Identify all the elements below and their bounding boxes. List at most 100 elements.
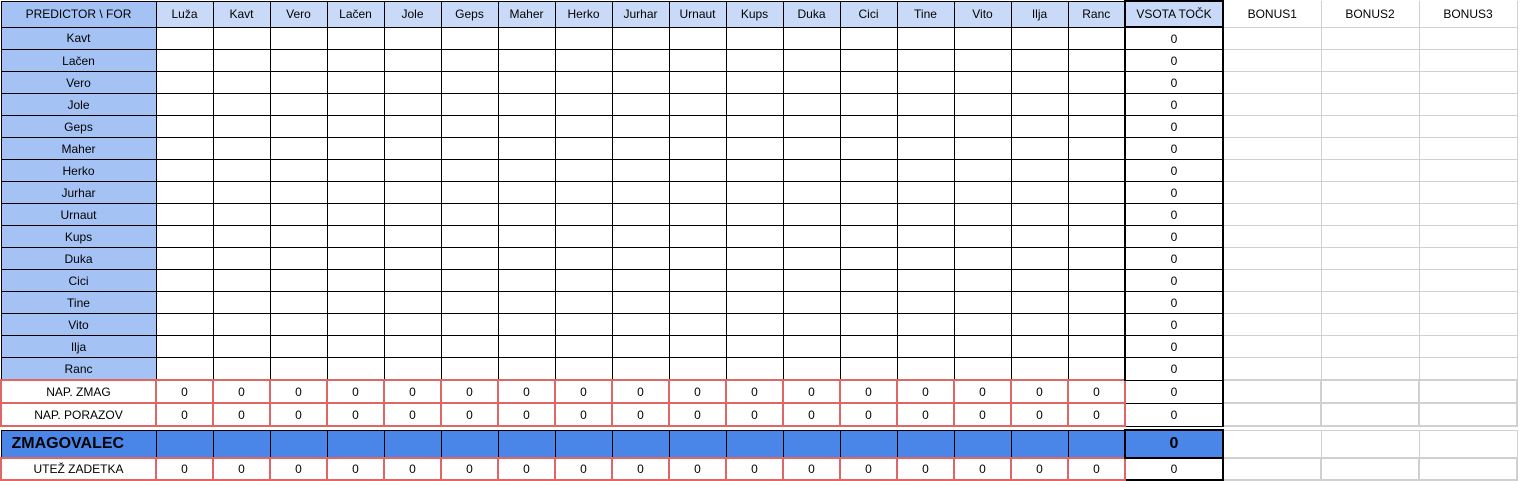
prediction-cell[interactable]: [896, 269, 955, 292]
nap-porazov-row-value-cell[interactable]: 0: [497, 402, 556, 427]
prediction-cell[interactable]: [725, 93, 784, 116]
prediction-cell[interactable]: [155, 181, 214, 204]
bonus-cell[interactable]: [1418, 429, 1518, 459]
bonus-cell[interactable]: [1320, 247, 1420, 270]
prediction-cell[interactable]: [554, 335, 613, 358]
nap-porazov-row-value-cell[interactable]: 0: [554, 402, 613, 427]
prediction-cell[interactable]: [497, 357, 556, 381]
prediction-cell[interactable]: [896, 203, 955, 226]
prediction-cell[interactable]: [1067, 115, 1126, 138]
prediction-cell[interactable]: [383, 357, 442, 381]
prediction-cell[interactable]: [212, 269, 271, 292]
bonus-cell[interactable]: [1222, 93, 1322, 116]
sum-cell[interactable]: 0: [1124, 357, 1224, 381]
prediction-cell[interactable]: [896, 313, 955, 336]
prediction-cell[interactable]: [212, 357, 271, 381]
prediction-cell[interactable]: [668, 269, 727, 292]
nap-porazov-row-value-cell[interactable]: 0: [212, 402, 271, 427]
prediction-cell[interactable]: [155, 159, 214, 182]
nap-porazov-row-value-cell[interactable]: 0: [725, 402, 784, 427]
prediction-cell[interactable]: [668, 181, 727, 204]
prediction-cell[interactable]: [155, 269, 214, 292]
predictor-label-cell[interactable]: Duka: [0, 247, 157, 270]
prediction-cell[interactable]: [1067, 225, 1126, 248]
nap-zmag-row-label-cell[interactable]: NAP. ZMAG: [0, 379, 157, 404]
winner-cell[interactable]: [782, 429, 841, 459]
prediction-cell[interactable]: [497, 115, 556, 138]
prediction-cell[interactable]: [896, 247, 955, 270]
nap-zmag-row-value-cell[interactable]: 0: [269, 379, 328, 404]
bonus-cell[interactable]: [1418, 115, 1518, 138]
predictor-label-cell[interactable]: Cici: [0, 269, 157, 292]
bonus-cell[interactable]: [1320, 225, 1420, 248]
prediction-cell[interactable]: [326, 181, 385, 204]
prediction-cell[interactable]: [269, 225, 328, 248]
prediction-cell[interactable]: [1067, 335, 1126, 358]
prediction-cell[interactable]: [326, 269, 385, 292]
prediction-cell[interactable]: [896, 71, 955, 94]
nap-porazov-row-value-cell[interactable]: 0: [839, 402, 898, 427]
nap-porazov-row-sum-cell[interactable]: 0: [1124, 402, 1224, 427]
prediction-cell[interactable]: [554, 26, 613, 50]
prediction-cell[interactable]: [782, 159, 841, 182]
prediction-cell[interactable]: [839, 181, 898, 204]
prediction-cell[interactable]: [497, 247, 556, 270]
prediction-cell[interactable]: [953, 137, 1012, 160]
nap-zmag-row-value-cell[interactable]: 0: [326, 379, 385, 404]
winner-cell[interactable]: [155, 429, 214, 459]
bonus-cell[interactable]: [1320, 49, 1420, 72]
prediction-cell[interactable]: [953, 26, 1012, 50]
header-player-cell[interactable]: Luža: [155, 0, 214, 28]
prediction-cell[interactable]: [269, 291, 328, 314]
prediction-cell[interactable]: [440, 115, 499, 138]
nap-zmag-row-value-cell[interactable]: 0: [1010, 379, 1069, 404]
bonus-cell[interactable]: [1320, 357, 1420, 381]
prediction-cell[interactable]: [1010, 291, 1069, 314]
bonus-cell[interactable]: [1418, 93, 1518, 116]
nap-zmag-row-value-cell[interactable]: 0: [953, 379, 1012, 404]
winner-cell[interactable]: [668, 429, 727, 459]
predictor-label-cell[interactable]: Jole: [0, 93, 157, 116]
nap-zmag-row-value-cell[interactable]: 0: [383, 379, 442, 404]
bonus-cell[interactable]: [1320, 137, 1420, 160]
prediction-cell[interactable]: [155, 291, 214, 314]
predictor-label-cell[interactable]: Vito: [0, 313, 157, 336]
prediction-cell[interactable]: [497, 291, 556, 314]
prediction-cell[interactable]: [668, 26, 727, 50]
prediction-cell[interactable]: [269, 247, 328, 270]
prediction-cell[interactable]: [725, 247, 784, 270]
prediction-cell[interactable]: [611, 181, 670, 204]
prediction-cell[interactable]: [383, 49, 442, 72]
winner-cell[interactable]: [725, 429, 784, 459]
prediction-cell[interactable]: [497, 137, 556, 160]
bonus-cell[interactable]: [1222, 269, 1322, 292]
prediction-cell[interactable]: [953, 115, 1012, 138]
prediction-cell[interactable]: [326, 49, 385, 72]
bonus-cell[interactable]: [1222, 313, 1322, 336]
nap-zmag-row-value-cell[interactable]: 0: [497, 379, 556, 404]
bonus-cell[interactable]: [1418, 49, 1518, 72]
prediction-cell[interactable]: [440, 291, 499, 314]
prediction-cell[interactable]: [326, 203, 385, 226]
prediction-cell[interactable]: [269, 203, 328, 226]
prediction-cell[interactable]: [554, 49, 613, 72]
prediction-cell[interactable]: [1067, 247, 1126, 270]
bonus-cell[interactable]: [1320, 181, 1420, 204]
prediction-cell[interactable]: [1067, 203, 1126, 226]
winner-cell[interactable]: [383, 429, 442, 459]
header-bonus-cell[interactable]: BONUS1: [1222, 1, 1322, 28]
sum-cell[interactable]: 0: [1124, 291, 1224, 314]
nap-zmag-row-value-cell[interactable]: 0: [212, 379, 271, 404]
header-player-cell[interactable]: Duka: [782, 0, 841, 28]
prediction-cell[interactable]: [782, 269, 841, 292]
prediction-cell[interactable]: [326, 247, 385, 270]
prediction-cell[interactable]: [782, 71, 841, 94]
winner-cell[interactable]: [953, 429, 1012, 459]
prediction-cell[interactable]: [611, 26, 670, 50]
prediction-cell[interactable]: [839, 225, 898, 248]
prediction-cell[interactable]: [896, 357, 955, 381]
prediction-cell[interactable]: [212, 291, 271, 314]
bonus-cell[interactable]: [1418, 357, 1518, 381]
prediction-cell[interactable]: [269, 159, 328, 182]
prediction-cell[interactable]: [953, 291, 1012, 314]
